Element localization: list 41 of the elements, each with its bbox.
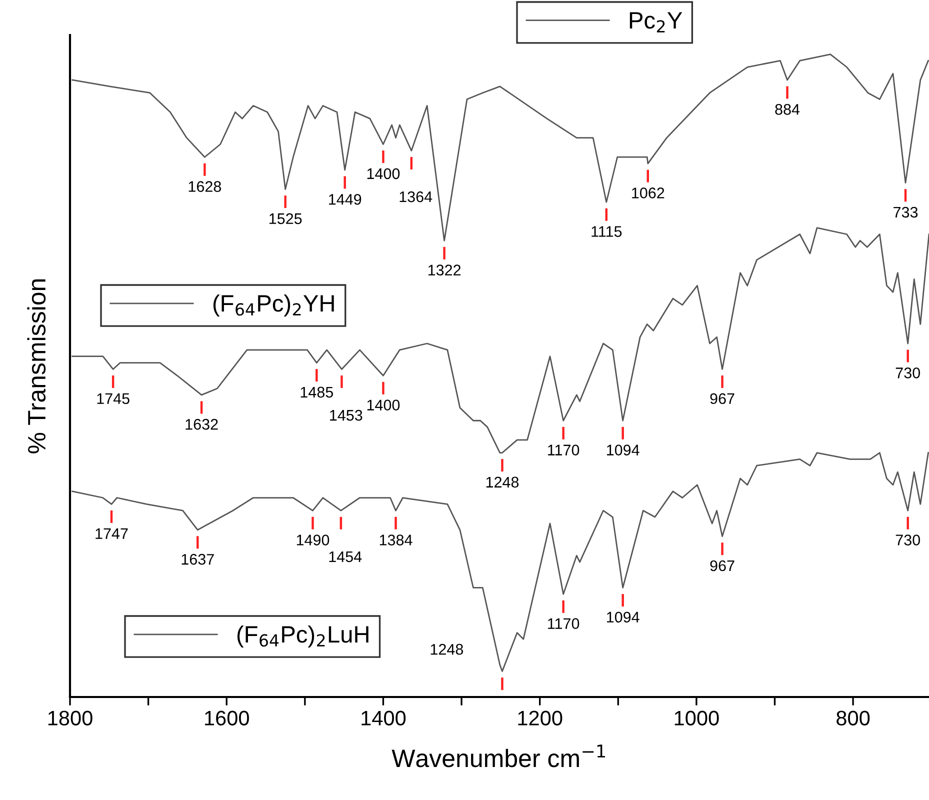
legend-label: Pc$_{2}$Y <box>630 12 682 32</box>
annotation: 1094 <box>607 612 640 623</box>
annotation: 967 <box>710 560 734 572</box>
x-tick-label: 1400 <box>362 710 406 726</box>
x-tick-label: 1200 <box>518 710 562 726</box>
annotation: 1449 <box>329 194 362 205</box>
x-tick-label: 800 <box>836 710 870 726</box>
x-tick-label: 1000 <box>674 710 719 726</box>
annotation: 1248 <box>430 644 464 655</box>
annotation: 1745 <box>97 393 130 404</box>
legend-label: (F$_{64}$Pc)$_{2}$YH <box>213 294 334 316</box>
annotation: 1490 <box>296 534 330 546</box>
annotation: 733 <box>894 206 918 218</box>
annotation: 1248 <box>486 476 519 488</box>
annotation: 1170 <box>548 444 580 456</box>
annotation: 1384 <box>380 534 412 546</box>
annotation: 1094 <box>607 444 640 456</box>
annotation: 1115 <box>592 226 622 237</box>
annotation: 730 <box>896 534 920 546</box>
x-tick-label: 1600 <box>205 710 249 726</box>
annotation: 1400 <box>367 400 400 410</box>
annotation: 1637 <box>182 554 214 565</box>
annotation: 730 <box>896 368 920 378</box>
x-tick-label: 1800 <box>48 710 92 726</box>
annotation: 1628 <box>188 181 222 192</box>
annotation: 1632 <box>186 418 218 430</box>
annotation: 1400 <box>367 168 400 180</box>
x-axis-title: Wavenumber cm$^{−1}$ <box>392 744 605 768</box>
annotation: 1453 <box>330 410 362 421</box>
annotation: 884 <box>775 104 800 115</box>
annotation: 1747 <box>96 528 128 539</box>
annotation: 1364 <box>400 191 432 202</box>
legend-label: (F$_{64}$Pc)$_{2}$LuH <box>237 625 368 648</box>
annotation: 1322 <box>428 264 461 276</box>
y-axis-title: % Transmission <box>27 279 46 454</box>
annotation: 1485 <box>300 386 334 398</box>
annotation: 1062 <box>632 188 664 198</box>
annotation: 1170 <box>548 618 580 629</box>
annotation: 967 <box>710 393 734 404</box>
annotation: 1525 <box>270 213 302 224</box>
annotation: 1454 <box>329 551 362 562</box>
